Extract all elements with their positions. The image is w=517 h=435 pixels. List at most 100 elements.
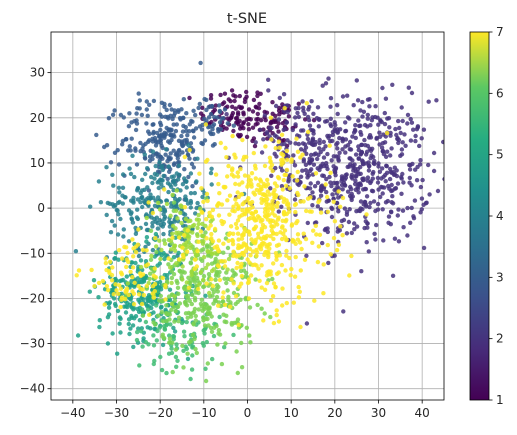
- data-point: [197, 171, 202, 176]
- data-point: [259, 150, 265, 155]
- data-point: [163, 307, 168, 313]
- data-point: [382, 121, 388, 127]
- data-point: [233, 181, 238, 187]
- data-point: [107, 201, 113, 206]
- data-point: [125, 148, 131, 153]
- data-point: [263, 184, 269, 189]
- data-point: [277, 95, 282, 101]
- data-point: [120, 172, 126, 177]
- data-point: [316, 124, 321, 129]
- data-point: [226, 163, 231, 169]
- data-point: [257, 278, 262, 283]
- data-point: [189, 269, 194, 274]
- data-point: [396, 137, 402, 143]
- data-point: [187, 95, 192, 101]
- data-point: [265, 177, 270, 183]
- data-point: [280, 286, 285, 291]
- data-point: [143, 319, 149, 325]
- data-point: [174, 188, 179, 193]
- data-point: [368, 156, 373, 161]
- data-point: [337, 150, 342, 155]
- data-point: [367, 204, 372, 210]
- data-point: [380, 85, 385, 91]
- data-point: [161, 173, 166, 179]
- data-point: [200, 105, 205, 111]
- data-point: [336, 209, 341, 214]
- data-point: [164, 318, 169, 324]
- data-point: [199, 209, 204, 215]
- data-point: [216, 181, 221, 187]
- data-point: [212, 142, 217, 147]
- data-point: [112, 223, 117, 228]
- data-point: [313, 151, 318, 156]
- data-point: [106, 116, 112, 121]
- data-point: [327, 174, 332, 180]
- x-tick-label: −20: [148, 406, 173, 420]
- data-point: [366, 164, 372, 169]
- data-point: [189, 118, 194, 124]
- data-point: [153, 143, 159, 148]
- data-point: [228, 99, 233, 104]
- data-point: [166, 189, 171, 195]
- data-point: [401, 225, 406, 230]
- data-point: [260, 240, 266, 246]
- data-point: [225, 267, 230, 272]
- data-point: [236, 237, 241, 242]
- data-point: [296, 141, 301, 147]
- data-point: [283, 183, 289, 188]
- data-point: [273, 113, 278, 119]
- data-point: [200, 341, 205, 346]
- data-point: [183, 197, 189, 202]
- data-point: [175, 285, 181, 290]
- data-point: [193, 346, 198, 352]
- data-point: [276, 117, 282, 122]
- data-point: [111, 292, 117, 297]
- data-point: [159, 367, 165, 373]
- data-point: [138, 200, 143, 205]
- data-point: [167, 219, 172, 224]
- data-point: [267, 246, 272, 251]
- data-point: [273, 165, 278, 171]
- data-point: [275, 217, 281, 222]
- data-point: [179, 107, 184, 112]
- data-point: [164, 201, 170, 207]
- data-point: [251, 136, 257, 141]
- data-point: [270, 168, 275, 174]
- data-point: [102, 144, 107, 150]
- data-point: [389, 182, 394, 188]
- data-point: [135, 276, 141, 281]
- data-point: [298, 155, 303, 160]
- data-point: [206, 306, 211, 311]
- data-point: [382, 185, 387, 190]
- data-point: [239, 244, 244, 249]
- data-point: [408, 116, 413, 122]
- data-point: [181, 329, 187, 334]
- data-point: [176, 291, 181, 296]
- data-point: [259, 285, 264, 290]
- data-point: [350, 134, 355, 139]
- data-point: [276, 209, 281, 214]
- data-point: [168, 265, 173, 270]
- data-point: [186, 143, 191, 148]
- data-point: [174, 278, 179, 284]
- data-point: [310, 190, 315, 195]
- data-point: [217, 191, 222, 196]
- data-point: [257, 101, 262, 107]
- data-point: [290, 127, 295, 133]
- data-point: [395, 181, 401, 186]
- data-point: [205, 361, 210, 366]
- data-point: [76, 268, 82, 273]
- data-point: [383, 96, 389, 101]
- data-point: [361, 109, 367, 115]
- data-point: [311, 195, 316, 200]
- data-point: [340, 147, 345, 152]
- data-point: [214, 294, 220, 300]
- data-point: [257, 177, 263, 182]
- data-point: [237, 134, 242, 139]
- data-point: [327, 143, 332, 148]
- data-point: [165, 176, 170, 182]
- data-point: [409, 120, 415, 125]
- data-point: [131, 254, 136, 259]
- data-point: [182, 167, 187, 172]
- data-point: [240, 208, 245, 213]
